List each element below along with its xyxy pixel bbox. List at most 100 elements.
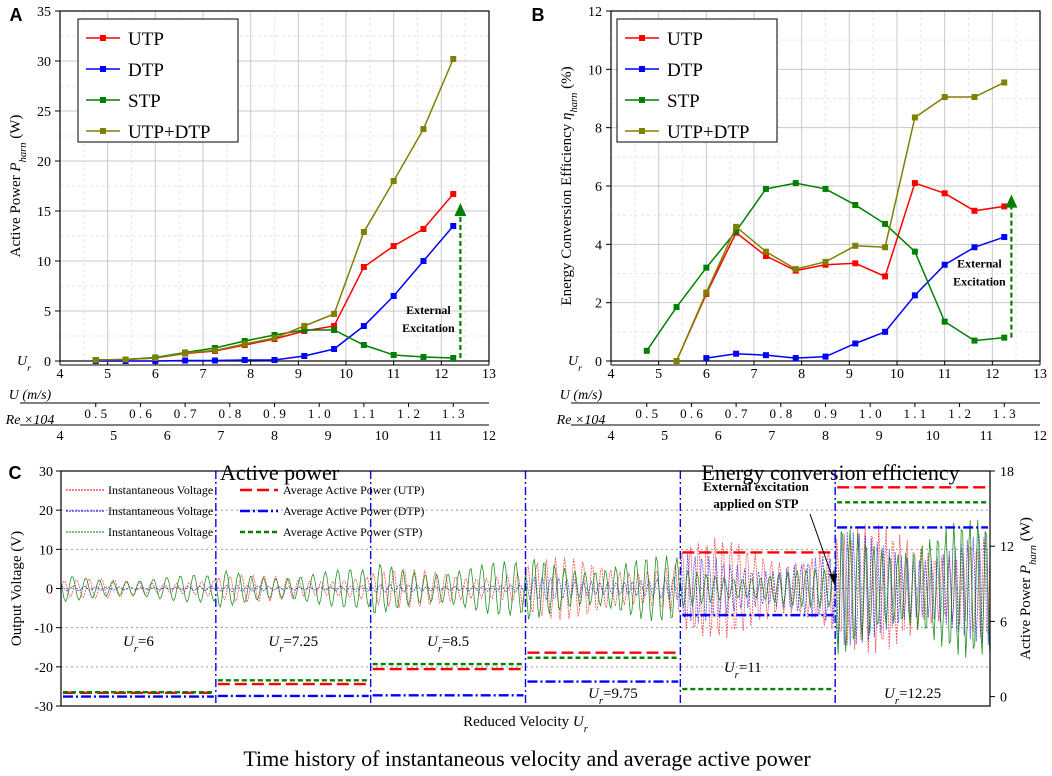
legend-label: DTP (128, 60, 164, 81)
text-span: 4 (598, 413, 605, 428)
segment-label: Ur=12.25 (884, 686, 941, 707)
x-tick-label-u: 0 . 8 (218, 406, 241, 421)
segment-label: Ur=8.5 (427, 634, 469, 655)
panel-title: Time history of instantaneous velocity a… (243, 746, 811, 771)
x-tick-label-re: 4 (57, 429, 64, 444)
legend-marker (100, 66, 106, 72)
x-tick-label-ur: 6 (152, 367, 159, 382)
text-span: Reduced Velocity (463, 714, 573, 730)
data-point-stp (822, 185, 829, 192)
voltage-trace-stp (60, 575, 216, 604)
data-point-utp-dtp (882, 244, 889, 251)
data-point-stp (792, 180, 799, 187)
data-point-utp (390, 243, 397, 249)
text-span: harn (569, 93, 580, 113)
legend-label: Average Active Power (UTP) (283, 483, 424, 497)
data-point-utp-dtp (852, 242, 859, 249)
data-point-stp (971, 337, 978, 344)
panel-C: Ur=6 Ur=7.25 Ur=8.5Ur=9.75Ur=11Ur=12.25-30… (9, 463, 1039, 771)
data-point-utp (911, 180, 918, 187)
data-point-utp (882, 273, 889, 280)
x-tick-label-ur: 8 (247, 367, 254, 382)
x-tick-label-u: 1 . 3 (993, 406, 1016, 421)
voltage-trace-dtp (679, 553, 836, 624)
legend-marker (100, 97, 106, 103)
voltage-trace-dtp (215, 584, 371, 593)
y-tick-label: 35 (37, 5, 51, 20)
annotation-text: Excitation (953, 275, 1006, 289)
data-point-stp (420, 354, 427, 360)
legend-marker (639, 66, 645, 72)
data-point-utp-dtp (1001, 79, 1008, 86)
legend-label: UTP (128, 29, 164, 50)
x-row-label-re: Re ×104 (5, 413, 55, 428)
text-span: r (27, 363, 31, 374)
voltage-trace-utp (525, 557, 681, 620)
y-tick-label: 30 (37, 55, 51, 70)
y-axis-title: Active Power Pharn (W) (8, 115, 29, 258)
series-line-dtp (706, 236, 1005, 359)
data-point-dtp (390, 293, 397, 299)
legend-label: Average Active Power (DTP) (283, 504, 424, 518)
x-tick-label-re: 10 (926, 429, 940, 444)
data-point-utp-dtp (92, 357, 99, 363)
data-point-stp (703, 264, 710, 271)
x-tick-label-re: 5 (661, 429, 668, 444)
text-span: r (438, 644, 443, 655)
series-line-utp-dtp (675, 81, 1005, 362)
x-tick-label-re: 6 (164, 429, 171, 444)
data-point-utp-dtp (271, 335, 278, 341)
text-span: P (1018, 565, 1034, 575)
x-tick-label-ur: 13 (1033, 367, 1047, 382)
x-tick-label-re: 9 (325, 429, 332, 444)
data-point-utp-dtp (673, 358, 680, 364)
text-span: r (895, 696, 900, 707)
data-point-utp-dtp (911, 114, 918, 121)
panel-B: 0 2 4 6 8 10 12 Energy Conversion Efficiency ηh… (532, 5, 1048, 485)
text-span: U (427, 634, 439, 650)
data-point-utp (762, 253, 769, 259)
text-span: 4 (47, 413, 54, 428)
data-point-utp (1001, 203, 1008, 210)
voltage-trace-stp (679, 568, 836, 609)
text-span: U (724, 660, 736, 676)
y-tick-label: 20 (37, 155, 51, 170)
x-tick-label-ur: 11 (938, 367, 951, 382)
x-tick-label-re: 8 (271, 429, 278, 444)
annotation-arrow-shaft (809, 513, 834, 580)
data-point-utp (450, 191, 457, 197)
text-span: Re ×10 (5, 413, 48, 428)
text-span: =9.75 (603, 686, 638, 702)
x-row-label-u: U (m/s) (560, 388, 603, 403)
legend-label: UTP+DTP (667, 122, 750, 143)
text-span: Energy Conversion Efficiency (559, 120, 575, 306)
x-tick-label-ur: 8 (798, 367, 805, 382)
x-tick-label-u: 0 . 7 (174, 406, 197, 421)
data-point-dtp (360, 323, 367, 329)
data-point-dtp (822, 353, 829, 360)
text-span: U (123, 634, 135, 650)
annotation-arrow-head (829, 574, 837, 586)
x-tick-label-re: 11 (980, 429, 993, 444)
voltage-trace-stp (370, 561, 526, 616)
x-tick-label-u: 0 . 5 (635, 406, 658, 421)
data-point-stp (360, 342, 367, 348)
x-tick-label-ur: 4 (608, 367, 615, 382)
x-tick-label-u: 1 . 1 (904, 406, 927, 421)
data-point-utp (360, 264, 367, 270)
x-tick-label-u: 0 . 9 (814, 406, 837, 421)
text-span: =11 (739, 660, 762, 676)
data-point-utp-dtp (211, 347, 218, 354)
x-tick-label-u: 1 . 1 (353, 406, 376, 421)
y-tick-label: 15 (37, 205, 51, 220)
legend-marker (100, 128, 106, 134)
x-tick-label-u: 0 . 6 (129, 406, 152, 421)
y-tick-label-left: -30 (34, 700, 53, 715)
data-point-stp (643, 347, 650, 354)
data-point-utp (420, 226, 427, 232)
data-point-dtp (703, 355, 710, 362)
text-span: Active Power (1018, 574, 1034, 660)
text-span: P (8, 162, 24, 172)
x-row-label-ur: Ur (568, 354, 582, 374)
